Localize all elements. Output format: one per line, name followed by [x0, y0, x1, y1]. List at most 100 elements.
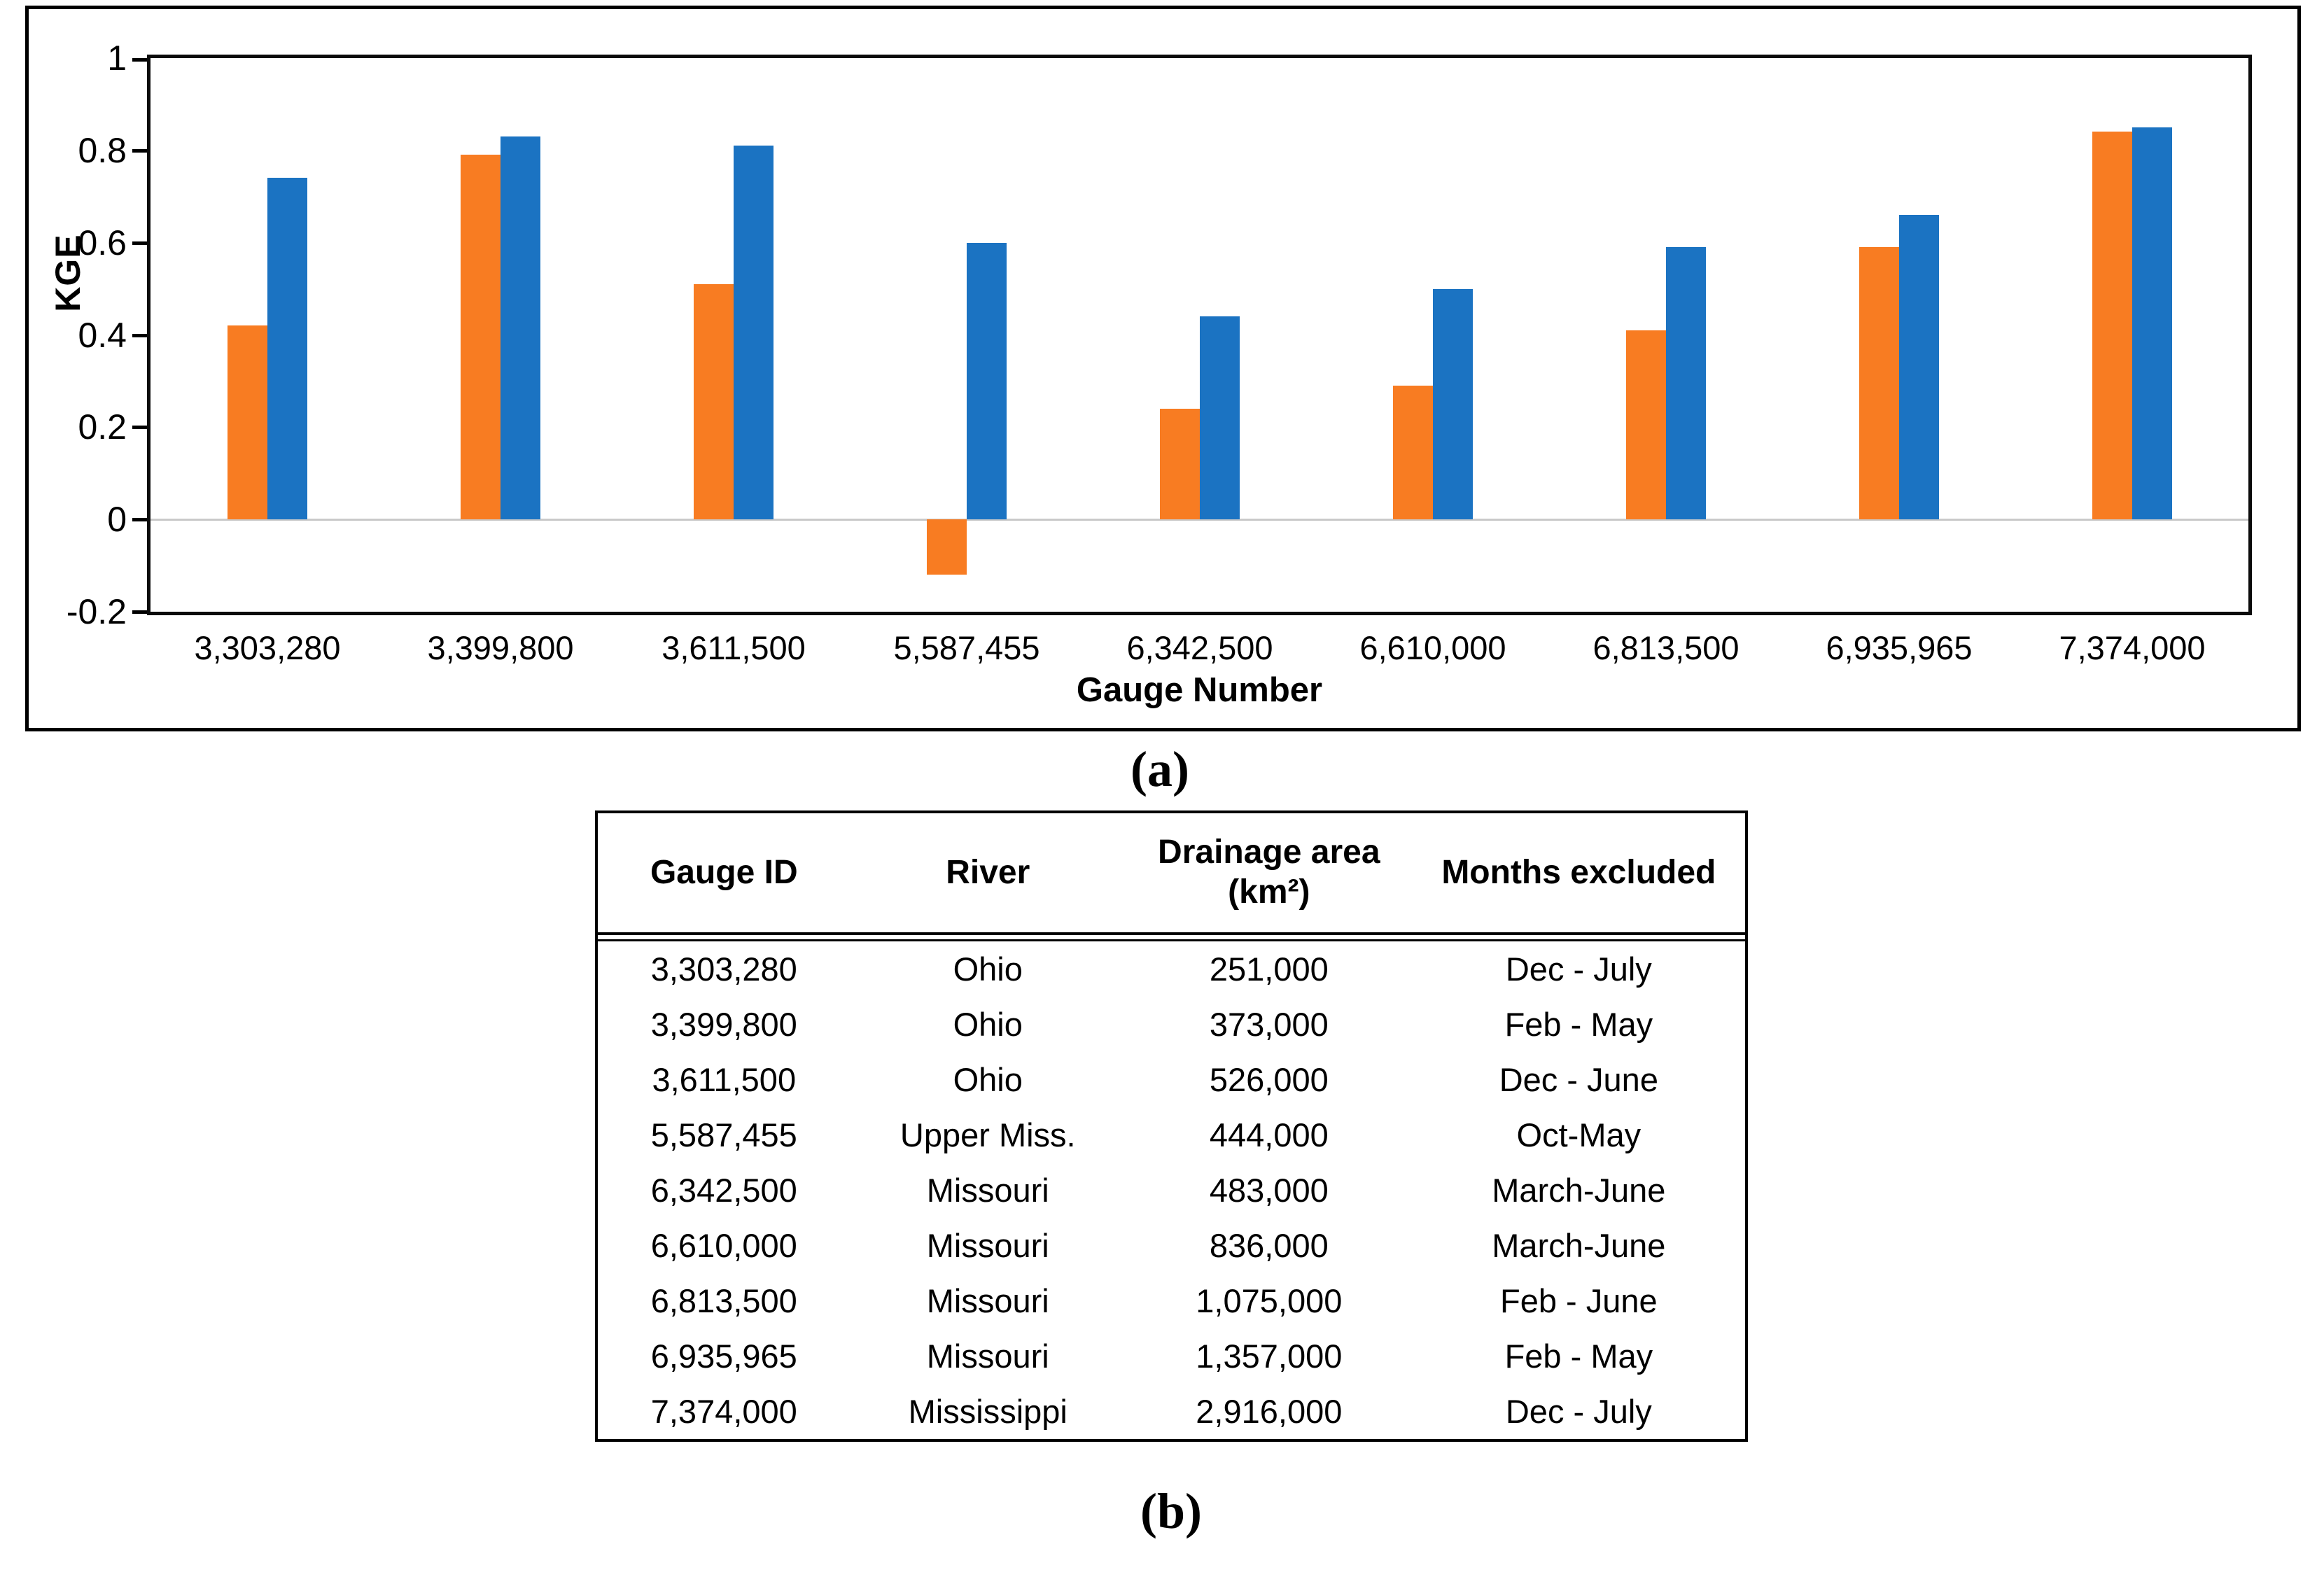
gauge-table: Gauge ID River Drainage area (km²) Month… [595, 810, 1748, 1442]
table-row: 3,399,800 Ohio 373,000 Feb - May [598, 997, 1745, 1052]
table-cell: Missouri [926, 1172, 1049, 1209]
table-cell: 251,000 [1209, 950, 1329, 988]
table-cell: 483,000 [1209, 1172, 1329, 1209]
table-cell: 6,610,000 [650, 1227, 797, 1264]
x-axis-title: Gauge Number [1076, 671, 1323, 709]
header-drainage-area: Drainage area (km²) [1158, 834, 1380, 911]
chart-panel-a: KGE Gauge Number 1 0.8 0.6 0.4 0.2 0 -0.2 3,303… [25, 6, 2301, 731]
bar-series-orange [1625, 330, 1666, 520]
table-cell: March-June [1492, 1172, 1666, 1209]
y-tick-label: 0.6 [78, 223, 127, 262]
y-tick-label: 0.2 [78, 407, 127, 447]
table-cell: 6,342,500 [650, 1172, 797, 1209]
bar-series-blue [2132, 127, 2172, 520]
plot-area: KGE Gauge Number 1 0.8 0.6 0.4 0.2 0 -0.2 3,303… [48, 38, 2252, 709]
bar-series-blue [500, 136, 540, 520]
x-tick-label: 6,610,000 [1359, 629, 1506, 666]
y-tick [132, 241, 147, 245]
table-cell: 3,303,280 [650, 950, 797, 988]
header-gauge-id: Gauge ID [650, 853, 798, 891]
table-cell: Dec - July [1505, 1393, 1652, 1430]
table-cell: 3,399,800 [650, 1006, 797, 1043]
y-tick [132, 610, 147, 614]
table-cell: Ohio [953, 950, 1023, 988]
table-body: 3,303,280 Ohio 251,000 Dec - July 3,399,800 O… [598, 941, 1745, 1439]
table-header-row: Gauge ID River Drainage area (km²) Month… [598, 813, 1745, 932]
table-row: 7,374,000 Mississippi 2,916,000 Dec - July [598, 1384, 1745, 1439]
bar-series-orange [1858, 247, 1899, 520]
table-cell: Feb - June [1499, 1282, 1658, 1319]
y-tick [132, 148, 147, 153]
x-tick-label: 3,611,500 [662, 629, 806, 666]
bar-series-orange [460, 155, 500, 520]
table-cell: Missouri [926, 1338, 1049, 1375]
x-tick-label: 6,342,500 [1126, 629, 1273, 666]
y-tick-label: 0 [107, 500, 127, 540]
table-cell: Feb - May [1504, 1006, 1653, 1043]
y-tick-label: 0.4 [78, 315, 127, 355]
table-cell: Dec - June [1499, 1061, 1658, 1098]
table-cell: 373,000 [1209, 1006, 1329, 1043]
bar-series-blue [1898, 215, 1939, 520]
table-cell: Dec - July [1505, 950, 1652, 988]
y-tick-label: -0.2 [66, 592, 127, 631]
table-cell: 6,935,965 [650, 1338, 797, 1375]
table-row: 6,610,000 Missouri 836,000 March-June [598, 1218, 1745, 1273]
bar-series-orange [1392, 386, 1433, 520]
header-river: River [946, 853, 1030, 891]
table-cell: 3,611,500 [652, 1061, 797, 1098]
table-cell: 2,916,000 [1196, 1393, 1343, 1430]
bar-series-blue [267, 178, 307, 520]
bar-series-orange [227, 325, 267, 520]
x-tick-label: 5,587,455 [893, 629, 1040, 666]
table-row: 3,611,500 Ohio 526,000 Dec - June [598, 1052, 1745, 1107]
y-tick [132, 426, 147, 430]
table-cell: Feb - May [1504, 1338, 1653, 1375]
y-tick-label: 0.8 [78, 130, 127, 170]
table-cell: Mississippi [908, 1393, 1068, 1430]
table-cell: Missouri [926, 1282, 1049, 1319]
x-tick-label: 7,374,000 [2059, 629, 2206, 666]
table-cell: Ohio [953, 1006, 1023, 1043]
x-tick-label: 6,935,965 [1826, 629, 1973, 666]
bar-series-orange [693, 283, 734, 520]
bar-series-orange [1159, 408, 1200, 520]
bar-series-blue [733, 146, 774, 520]
table-cell: 7,374,000 [650, 1393, 797, 1430]
x-tick-label: 3,399,800 [427, 629, 574, 666]
table-row: 6,342,500 Missouri 483,000 March-June [598, 1163, 1745, 1218]
bar-series-blue [1432, 288, 1473, 520]
zero-gridline [150, 519, 2248, 521]
y-tick [132, 333, 147, 337]
table-cell: Ohio [953, 1061, 1023, 1098]
bar-series-blue [1199, 316, 1240, 520]
table-cell: Upper Miss. [899, 1116, 1076, 1153]
table-cell: Oct-May [1516, 1116, 1642, 1153]
x-tick-label: 3,303,280 [194, 629, 341, 666]
table-row: 6,813,500 Missouri 1,075,000 Feb - June [598, 1273, 1745, 1328]
table-cell: 5,587,455 [650, 1116, 797, 1153]
panel-a-caption: (a) [1130, 741, 1189, 797]
table-cell: Missouri [926, 1227, 1049, 1264]
bar-series-orange [2092, 132, 2132, 520]
bar-series-blue [1665, 247, 1706, 520]
table-cell: 444,000 [1209, 1116, 1329, 1153]
bar-series-orange [926, 519, 967, 575]
y-tick [132, 518, 147, 522]
y-tick-label: 1 [107, 38, 127, 78]
table-row: 5,587,455 Upper Miss. 444,000 Oct-May [598, 1107, 1745, 1163]
table-cell: March-June [1492, 1227, 1666, 1264]
table-row: 6,935,965 Missouri 1,357,000 Feb - May [598, 1328, 1745, 1384]
table-cell: 836,000 [1209, 1227, 1329, 1264]
header-double-rule [598, 932, 1745, 941]
table-cell: 1,357,000 [1196, 1338, 1343, 1375]
bar-series-blue [966, 242, 1007, 520]
table-row: 3,303,280 Ohio 251,000 Dec - July [598, 941, 1745, 997]
panel-b-caption: (b) [1140, 1483, 1202, 1539]
x-tick-label: 6,813,500 [1592, 629, 1740, 666]
table-cell: 6,813,500 [650, 1282, 797, 1319]
y-tick [132, 58, 147, 62]
table-cell: 526,000 [1209, 1061, 1329, 1098]
table-cell: 1,075,000 [1196, 1282, 1343, 1319]
